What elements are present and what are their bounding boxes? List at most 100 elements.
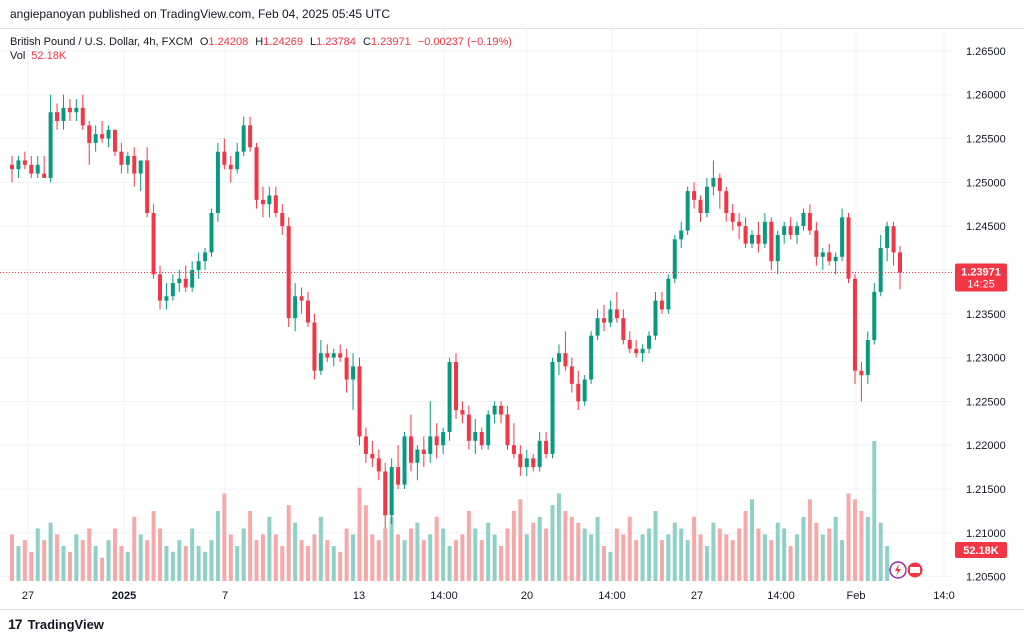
candle-body	[344, 357, 349, 380]
volume-bar	[788, 546, 793, 581]
volume-bar	[692, 516, 697, 581]
candle-body	[370, 453, 375, 459]
volume-bar	[363, 505, 368, 581]
candle-body	[132, 156, 137, 174]
volume-bar	[492, 534, 497, 581]
candle-body	[711, 177, 716, 187]
candle-body	[389, 467, 394, 516]
candle-body	[492, 405, 497, 415]
price-tick-label: 1.21000	[966, 528, 1006, 540]
candle-body	[241, 125, 246, 152]
candle-body	[730, 213, 735, 222]
vol-value: 52.18K	[31, 50, 67, 62]
candle-body	[756, 234, 761, 244]
symbol-label[interactable]: British Pound / U.S. Dollar, 4h, FXCM	[10, 36, 193, 48]
volume-bar	[357, 487, 362, 581]
volume-bar	[145, 540, 150, 581]
volume-bar	[80, 540, 85, 581]
volume-bar	[550, 505, 555, 581]
time-tick-label: Feb	[847, 590, 866, 602]
candle-body	[318, 353, 323, 371]
candle-body	[434, 436, 439, 446]
volume-bar	[653, 511, 658, 581]
volume-bar	[280, 546, 285, 581]
price-tick-label: 1.26000	[966, 90, 1006, 102]
volume-bar	[48, 522, 53, 581]
volume-bar	[647, 528, 652, 581]
volume-bar	[203, 551, 208, 581]
volume-legend: Vol 52.18K	[10, 50, 66, 62]
chart-area[interactable]: 1.265001.260001.255001.250001.245001.240…	[0, 28, 1024, 610]
volume-bar	[775, 522, 780, 581]
volume-bar	[852, 499, 857, 581]
volume-bar	[486, 522, 491, 581]
volume-bar	[814, 522, 819, 581]
candle-body	[595, 318, 600, 336]
candle-body	[325, 353, 330, 358]
volume-bar	[132, 516, 137, 581]
candle-body	[106, 129, 111, 139]
volume-bar	[659, 540, 664, 581]
candlestick-chart[interactable]: 1.265001.260001.255001.250001.245001.240…	[0, 29, 1024, 609]
volume-bar	[640, 534, 645, 581]
candle-body	[865, 340, 870, 376]
candle-body	[125, 156, 130, 165]
candle-body	[820, 252, 825, 257]
volume-bar	[634, 540, 639, 581]
price-tick-label: 1.22000	[966, 440, 1006, 452]
volume-bar	[730, 540, 735, 581]
publish-attribution: angiepanoyan published on TradingView.co…	[10, 7, 391, 21]
volume-bar	[299, 540, 304, 581]
candle-body	[544, 440, 549, 454]
volume-bar	[338, 551, 343, 581]
volume-bar	[717, 528, 722, 581]
volume-bar	[672, 522, 677, 581]
candle-body	[170, 283, 175, 297]
volume-badge-label: 52.18K	[963, 545, 999, 557]
candle-body	[704, 186, 709, 213]
candle-body	[280, 213, 285, 227]
candle-body	[647, 335, 652, 349]
close-value: 1.23971	[370, 36, 411, 48]
candle-body	[679, 230, 684, 240]
candle-body	[29, 164, 34, 174]
price-tick-label: 1.23000	[966, 353, 1006, 365]
volume-bar	[762, 534, 767, 581]
candle-body	[840, 217, 845, 257]
candle-body	[331, 353, 336, 358]
volume-bar	[331, 546, 336, 581]
volume-bar	[100, 557, 105, 581]
candle-body	[16, 160, 21, 170]
candle-body	[196, 261, 201, 270]
volume-bar	[556, 493, 561, 581]
candle-body	[61, 107, 66, 121]
vol-label: Vol	[10, 50, 26, 62]
candle-body	[22, 160, 27, 165]
candle-body	[299, 296, 304, 301]
volume-bar	[370, 534, 375, 581]
volume-bar	[724, 534, 729, 581]
volume-bar	[241, 528, 246, 581]
volume-bar	[614, 528, 619, 581]
candle-body	[666, 278, 671, 310]
candle-body	[782, 226, 787, 235]
candle-body	[692, 191, 697, 200]
candle-body	[87, 125, 92, 143]
volume-bar	[29, 551, 34, 581]
low-value: 1.23784	[316, 36, 356, 48]
candle-body	[254, 147, 259, 200]
candle-body	[659, 300, 664, 310]
volume-bar	[454, 540, 458, 581]
volume-bar	[164, 546, 169, 581]
candle-body	[351, 366, 356, 380]
candle-body	[531, 458, 536, 468]
candle-body	[428, 436, 433, 454]
candle-body	[177, 278, 182, 284]
candle-body	[74, 107, 79, 113]
volume-bar	[602, 546, 606, 581]
candle-body	[376, 458, 381, 472]
volume-bar	[524, 534, 529, 581]
price-tick-label: 1.26500	[966, 46, 1006, 58]
volume-bar	[820, 534, 825, 581]
volume-bar	[55, 534, 60, 581]
